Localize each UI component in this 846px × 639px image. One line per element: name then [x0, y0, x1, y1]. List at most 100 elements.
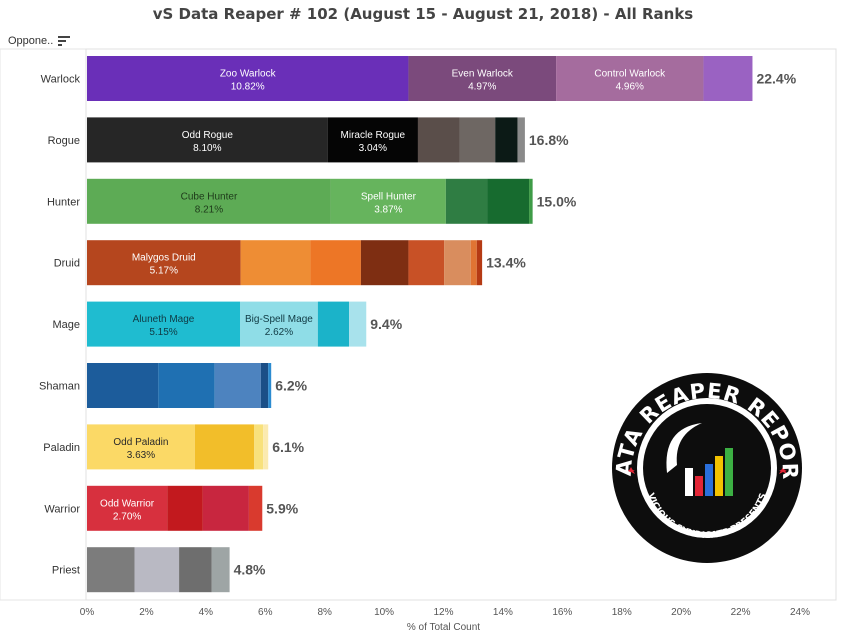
bar-total-label: 6.1% [272, 439, 304, 455]
x-tick-label: 12% [433, 607, 453, 618]
segment-name-label: Miracle Rogue [341, 130, 406, 141]
segment-name-label: Control Warlock [594, 69, 666, 80]
bar-segment[interactable] [349, 301, 367, 347]
segment-value-label: 3.63% [127, 450, 155, 461]
bar-total-label: 15.0% [537, 193, 577, 209]
bar-segment[interactable] [134, 547, 180, 593]
bar-row-warrior: Warrior Odd Warrior 2.70% 5.9% [44, 485, 299, 531]
logo-bar [685, 468, 693, 496]
bar-total-label: 5.9% [266, 500, 298, 516]
bar-row-warlock: Warlock Zoo Warlock 10.82% Even Warlock 4.97… [41, 56, 797, 101]
bar-total-label: 4.8% [234, 562, 266, 578]
row-label-druid: Druid [54, 258, 80, 270]
segment-name-label: Cube Hunter [181, 191, 238, 202]
bar-segment[interactable] [330, 178, 446, 224]
segment-name-label: Spell Hunter [361, 191, 417, 202]
bar-segment[interactable] [444, 240, 471, 286]
bar-segment[interactable] [240, 240, 311, 286]
x-tick-label: 0% [80, 607, 95, 618]
bar-segment[interactable] [459, 117, 496, 163]
sort-icon[interactable] [58, 36, 71, 46]
bar-segment[interactable] [254, 424, 264, 470]
segment-value-label: 4.96% [616, 82, 644, 93]
logo-bar-chart-icon [685, 448, 733, 496]
bar-segment[interactable] [248, 485, 263, 531]
bar-segment[interactable] [703, 56, 753, 101]
segment-value-label: 5.17% [150, 266, 178, 277]
bar-segment[interactable] [167, 485, 203, 531]
bar-segment[interactable] [327, 117, 418, 163]
bar-segment[interactable] [445, 178, 488, 224]
bar-segment[interactable] [408, 56, 557, 101]
bar-total-label: 22.4% [756, 71, 796, 87]
row-label-mage: Mage [52, 319, 80, 331]
logo-bar [695, 476, 703, 496]
bar-segment[interactable] [211, 547, 230, 593]
bar-segment[interactable] [214, 363, 261, 408]
bar-segment[interactable] [87, 240, 241, 286]
segment-name-label: Zoo Warlock [220, 69, 277, 80]
segment-value-label: 8.10% [193, 143, 221, 154]
bar-row-hunter: Hunter Cube Hunter 8.21% Spell Hunter 3.87% 1… [47, 178, 577, 224]
bar-segment[interactable] [194, 424, 255, 470]
bar-segment[interactable] [495, 117, 518, 163]
bar-segment[interactable] [158, 363, 215, 408]
bar-segment[interactable] [260, 363, 269, 408]
x-tick-label: 16% [552, 607, 572, 618]
segment-value-label: 3.04% [359, 143, 387, 154]
bar-total-label: 9.4% [370, 316, 402, 332]
bar-segment[interactable] [87, 485, 168, 531]
logo-bar [715, 456, 723, 496]
bar-segment[interactable] [517, 117, 525, 163]
bar-segment[interactable] [179, 547, 212, 593]
bar-segment[interactable] [87, 547, 135, 593]
x-tick-label: 2% [139, 607, 154, 618]
bar-segment[interactable] [470, 240, 477, 286]
bar-segment[interactable] [87, 363, 159, 408]
x-tick-label: 14% [493, 607, 513, 618]
x-tick-label: 6% [258, 607, 273, 618]
segment-value-label: 5.15% [149, 327, 177, 338]
logo-bar [725, 448, 733, 496]
bar-segment[interactable] [556, 56, 704, 101]
segment-name-label: Odd Warrior [100, 498, 155, 509]
x-tick-label: 18% [612, 607, 632, 618]
column-header-label: Oppone.. [8, 35, 54, 47]
row-label-warrior: Warrior [44, 503, 80, 515]
bar-row-priest: Priest 4.8% [52, 547, 266, 593]
bar-segment[interactable] [310, 240, 361, 286]
logo-bar [705, 464, 713, 496]
bar-segment[interactable] [408, 240, 445, 286]
row-label-shaman: Shaman [39, 381, 80, 393]
bar-segment[interactable] [87, 117, 328, 163]
bar-segment[interactable] [268, 363, 272, 408]
bar-segment[interactable] [87, 301, 240, 347]
chart-title: vS Data Reaper # 102 (August 15 - August… [152, 5, 694, 23]
column-header-opponent[interactable]: Oppone.. [8, 35, 71, 47]
bar-segment[interactable] [487, 178, 530, 224]
bar-segment[interactable] [317, 301, 350, 347]
bar-segment[interactable] [87, 178, 331, 224]
plot-area-border [85, 48, 837, 601]
bar-segment[interactable] [263, 424, 269, 470]
segment-value-label: 4.97% [468, 82, 496, 93]
segment-value-label: 2.70% [113, 511, 141, 522]
bar-row-rogue: Rogue Odd Rogue 8.10% Miracle Rogue 3.04% 16.… [48, 117, 569, 163]
bar-segment[interactable] [476, 240, 483, 286]
segment-name-label: Aluneth Mage [133, 314, 195, 325]
bar-segment[interactable] [87, 424, 195, 470]
bar-segment[interactable] [529, 178, 533, 224]
bar-total-label: 16.8% [529, 132, 569, 148]
row-label-rogue: Rogue [48, 135, 80, 147]
segment-name-label: Odd Rogue [182, 130, 234, 141]
x-tick-label: 20% [671, 607, 691, 618]
bar-segment[interactable] [360, 240, 409, 286]
x-tick-label: 24% [790, 607, 810, 618]
bar-segment[interactable] [202, 485, 249, 531]
segment-value-label: 8.21% [195, 204, 223, 215]
bar-segment[interactable] [239, 301, 318, 347]
bar-segment[interactable] [417, 117, 460, 163]
x-axis: 0% 2% 4% 6% 8% 10% 12% 14% 16% 18% 20% 22% 24% % of T… [80, 607, 810, 633]
bar-segment[interactable] [87, 56, 409, 101]
